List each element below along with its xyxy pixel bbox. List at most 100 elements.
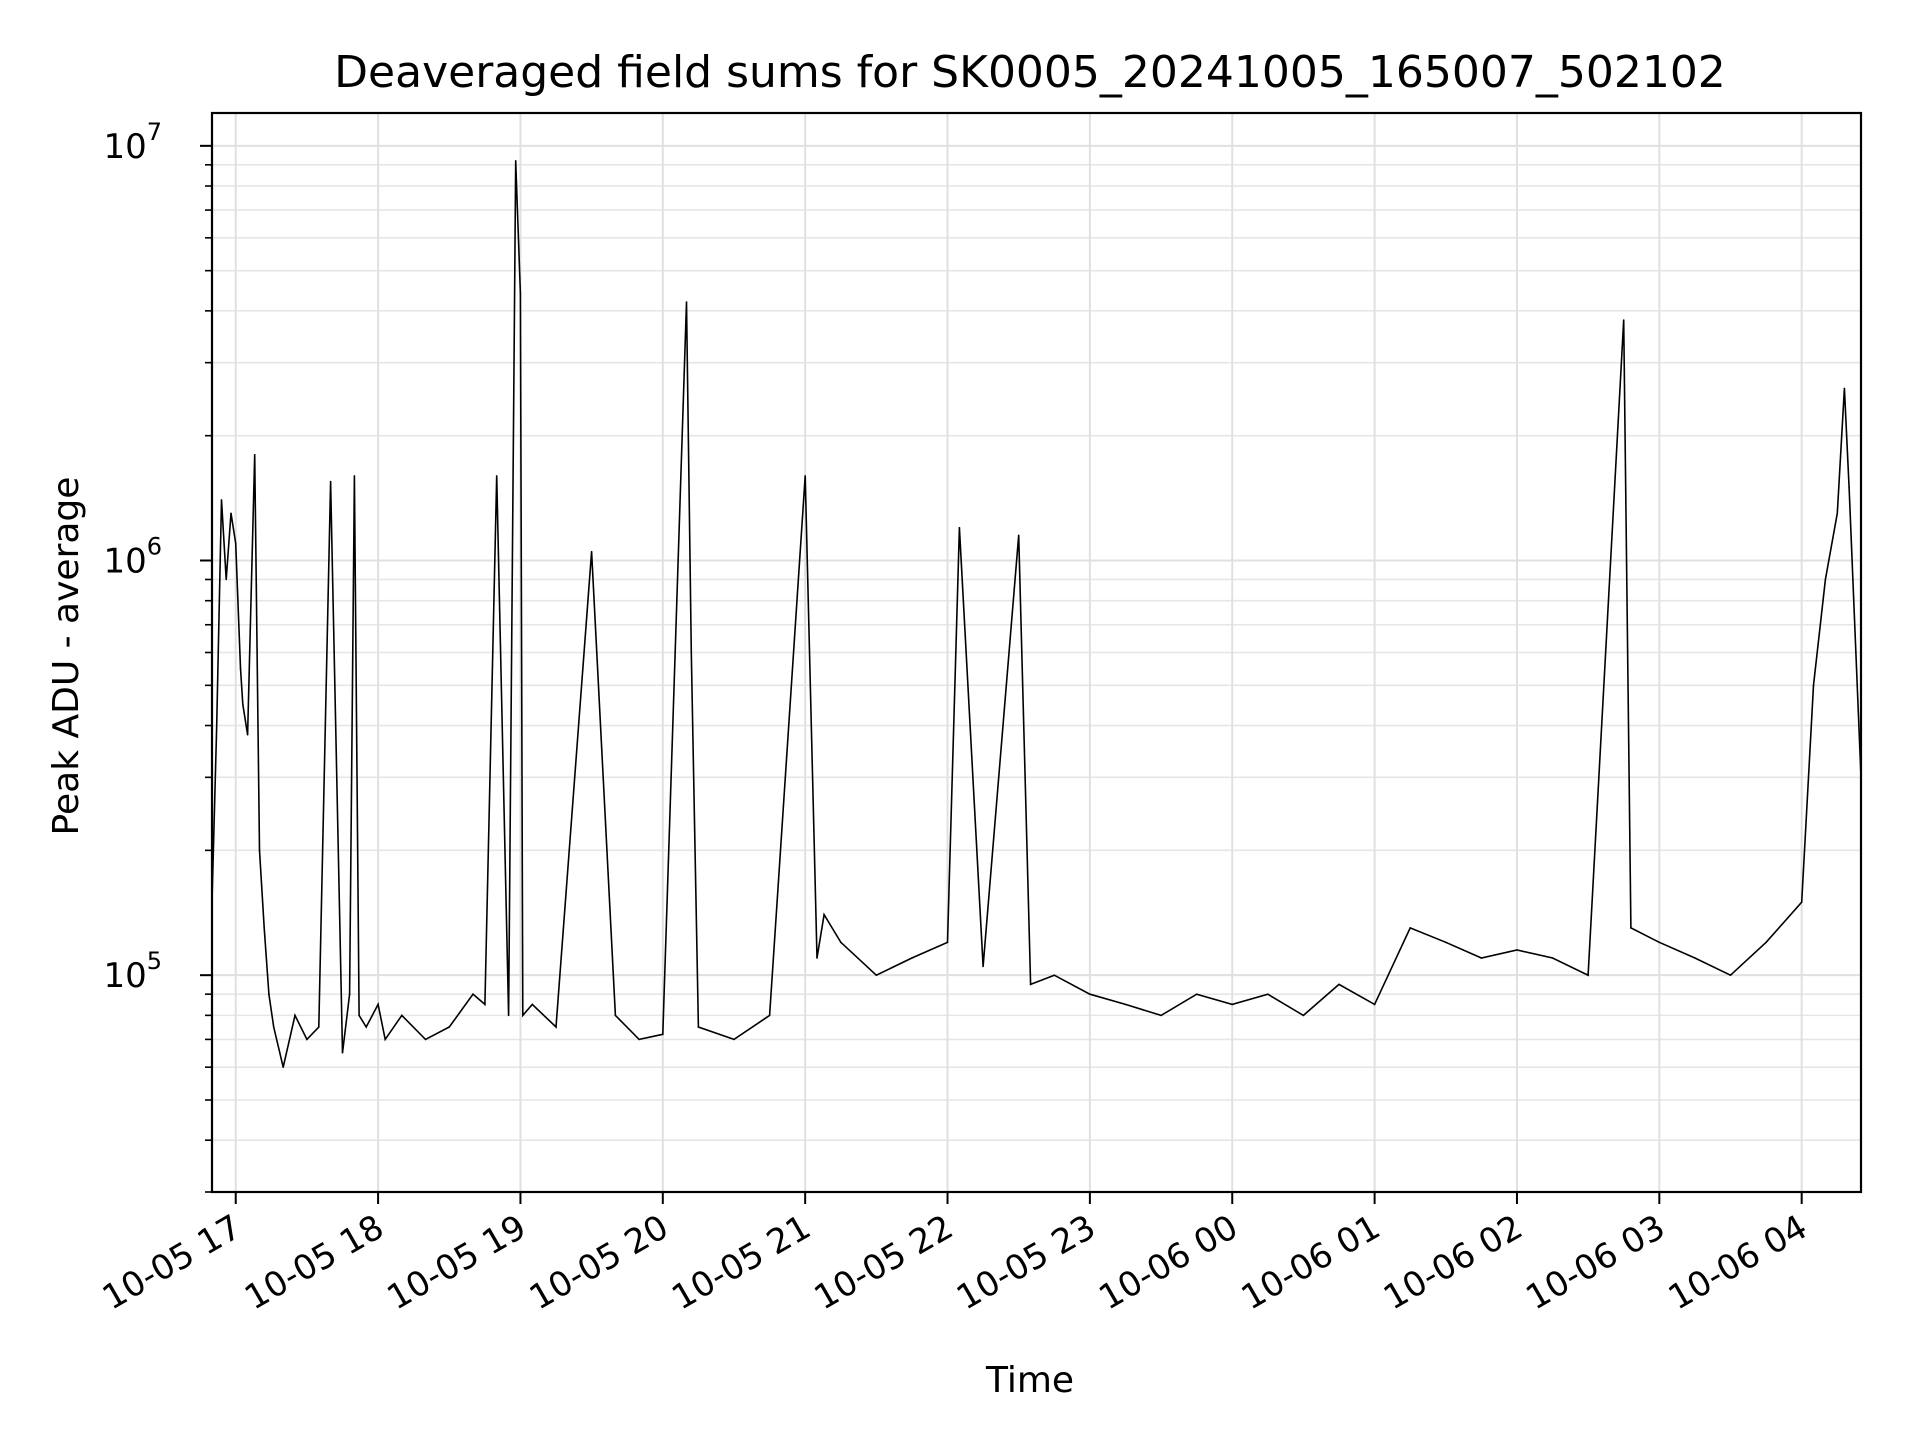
- y-tick-label: 107: [103, 118, 162, 167]
- data-point: [1124, 1003, 1127, 1006]
- y-tick-base: 10: [103, 127, 146, 167]
- data-point: [215, 724, 218, 727]
- plot-frame: [210, 111, 1863, 1194]
- y-tick-exponent: 7: [147, 118, 162, 146]
- data-point: [306, 1038, 308, 1041]
- data-point: [1267, 993, 1269, 995]
- data-point: [768, 1014, 771, 1017]
- data-point: [690, 651, 693, 654]
- data-point: [733, 1038, 735, 1041]
- data-point: [911, 957, 913, 959]
- data-point: [946, 941, 949, 944]
- data-point: [1622, 319, 1625, 321]
- data-point: [1089, 993, 1091, 995]
- x-axis-label: Time: [985, 1360, 1074, 1401]
- data-point: [329, 480, 332, 483]
- y-tick-label: 106: [103, 533, 162, 582]
- data-point: [448, 1026, 451, 1028]
- data-point: [531, 1003, 534, 1006]
- data-point: [839, 941, 842, 944]
- data-point: [1729, 974, 1732, 976]
- data-point: [253, 453, 256, 456]
- data-point: [875, 974, 878, 976]
- chart-title: Deaveraged field sums for SK0005_2024100…: [334, 47, 1726, 98]
- data-point: [220, 499, 223, 501]
- y-tick-base: 10: [103, 956, 146, 996]
- data-point: [1551, 957, 1554, 959]
- data-point: [614, 1014, 617, 1017]
- data-point: [268, 993, 270, 995]
- data-point: [1843, 387, 1846, 390]
- data-point: [1195, 993, 1198, 995]
- data-point: [348, 993, 351, 995]
- data-point: [358, 1014, 360, 1017]
- data-point: [282, 1066, 284, 1068]
- grid: [212, 113, 1861, 1193]
- data-point: [365, 1026, 368, 1028]
- data-point: [230, 512, 232, 515]
- data-point: [258, 849, 261, 852]
- data-point: [377, 1003, 379, 1006]
- data-point: [982, 965, 984, 968]
- data-point: [424, 1038, 427, 1041]
- data-point: [401, 1014, 403, 1017]
- data-point: [1029, 983, 1032, 986]
- data-point: [242, 703, 244, 706]
- data-point: [1812, 684, 1815, 687]
- data-point: [1800, 901, 1803, 903]
- data-point: [1444, 941, 1447, 944]
- data-point: [1409, 927, 1411, 929]
- data-point: [519, 292, 522, 295]
- data-point: [697, 1026, 700, 1028]
- y-tick-base: 10: [103, 542, 146, 582]
- data-point: [685, 301, 688, 303]
- data-point: [1694, 957, 1696, 959]
- data-point: [1587, 974, 1589, 976]
- y-tick-label: 105: [103, 947, 162, 996]
- data-point: [816, 957, 818, 959]
- data-point: [514, 160, 517, 162]
- data-point: [555, 1026, 557, 1028]
- data-point: [353, 475, 356, 477]
- data-point: [341, 1051, 344, 1054]
- data-point: [1765, 941, 1767, 944]
- data-point: [1848, 486, 1850, 489]
- data-point: [472, 993, 474, 995]
- data-point: [638, 1038, 640, 1041]
- data-point: [662, 1033, 664, 1036]
- data-point: [1160, 1014, 1162, 1017]
- data-point: [272, 1026, 275, 1028]
- data-point: [1302, 1014, 1305, 1017]
- data-point: [958, 526, 961, 529]
- data-point: [804, 475, 806, 477]
- data-point: [239, 667, 242, 669]
- data-point: [234, 542, 237, 545]
- y-axis-label: Peak ADU - average: [46, 477, 87, 836]
- plot-area: [211, 160, 1862, 1068]
- data-point: [384, 1038, 387, 1041]
- data-point: [1231, 1003, 1234, 1006]
- data-point: [1338, 983, 1340, 986]
- data-point: [1480, 957, 1483, 959]
- data-point: [1373, 1003, 1376, 1006]
- data-point: [507, 1014, 510, 1017]
- data-point: [522, 1014, 524, 1017]
- data-point: [246, 733, 249, 736]
- data-point: [225, 578, 228, 581]
- data-point: [484, 1003, 486, 1006]
- data-point: [590, 550, 593, 553]
- data-point: [495, 475, 498, 477]
- data-point: [263, 927, 265, 929]
- data-point: [294, 1014, 296, 1017]
- y-tick-exponent: 6: [147, 533, 162, 561]
- data-point: [1017, 534, 1020, 537]
- data-point: [1630, 927, 1632, 929]
- data-point: [1516, 949, 1518, 951]
- data-point: [1658, 941, 1661, 944]
- data-point: [317, 1026, 320, 1028]
- axes: [200, 111, 1863, 1204]
